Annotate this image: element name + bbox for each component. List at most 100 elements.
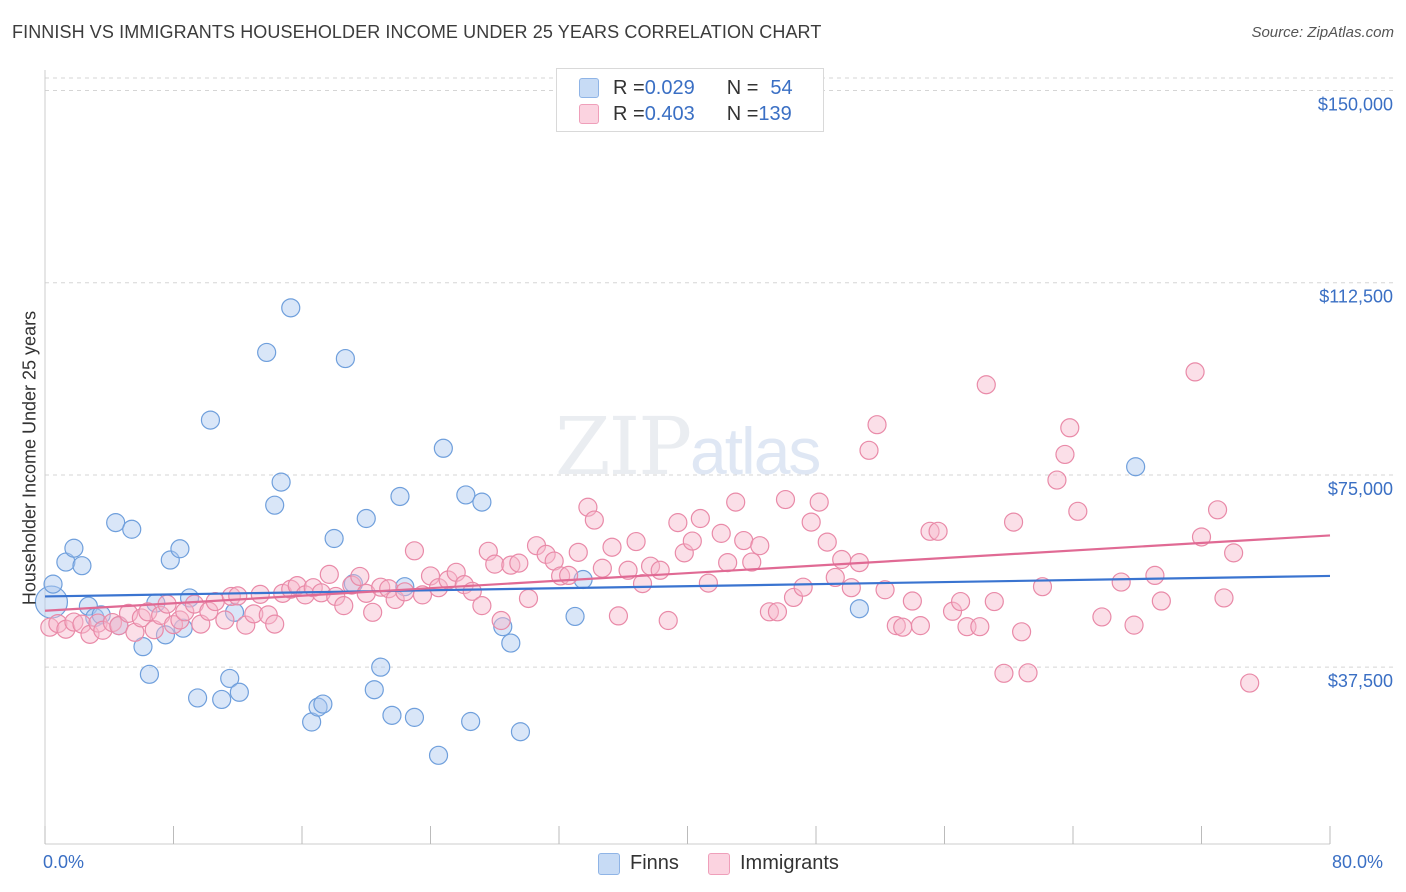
point-immigrants	[970, 617, 990, 637]
series-legend: Finns Immigrants	[0, 852, 1406, 878]
point-immigrants	[783, 587, 804, 608]
point-finns	[493, 617, 513, 637]
point-immigrants	[602, 537, 622, 557]
point-immigrants	[536, 544, 556, 564]
y-tick-label: $150,000	[1318, 95, 1393, 115]
point-finns	[501, 633, 521, 653]
source-label: Source: ZipAtlas.com	[1251, 24, 1394, 41]
x-tick-label-max: 80.0%	[1332, 852, 1384, 872]
point-immigrants	[682, 531, 702, 551]
point-finns	[212, 689, 232, 710]
point-immigrants	[334, 596, 354, 616]
trend-line-immigrants	[44, 534, 1331, 612]
axes	[44, 70, 1330, 845]
y-axis-title: Householder Income Under 25 years	[19, 310, 40, 606]
watermark-zip: ZIP	[555, 400, 692, 493]
point-immigrants	[379, 579, 399, 599]
point-immigrants	[125, 622, 145, 642]
point-finns	[200, 410, 221, 430]
point-immigrants	[618, 560, 638, 580]
point-finns	[281, 298, 301, 318]
point-immigrants	[1214, 588, 1234, 608]
y-tick-label: $75,000	[1328, 479, 1393, 499]
legend-n-label: N =	[726, 76, 759, 99]
point-finns	[456, 485, 476, 505]
point-immigrants	[711, 523, 731, 543]
point-finns	[257, 342, 277, 363]
point-finns	[324, 528, 344, 549]
point-finns	[187, 688, 208, 708]
point-immigrants	[750, 536, 770, 556]
point-finns	[356, 508, 376, 529]
legend-row-finns: R = 0.029 N = 54	[579, 76, 793, 100]
watermark: ZIPatlas	[555, 400, 821, 493]
point-immigrants	[626, 531, 646, 552]
point-immigrants	[1145, 565, 1165, 586]
point-finns	[122, 519, 142, 539]
point-finns	[265, 495, 285, 515]
point-immigrants	[501, 555, 521, 575]
legend-swatch-immigrants	[708, 852, 730, 875]
point-finns	[461, 711, 481, 732]
point-finns	[404, 707, 425, 727]
x-ticks	[44, 826, 1331, 844]
point-immigrants	[199, 601, 219, 621]
point-immigrants	[759, 602, 780, 622]
legend-n-value: 54	[770, 76, 793, 99]
point-finns	[390, 486, 410, 507]
point-immigrants	[228, 586, 248, 606]
point-immigrants	[138, 602, 158, 622]
point-finns	[433, 438, 453, 458]
legend-swatch-immigrants	[579, 104, 599, 124]
point-immigrants	[568, 542, 588, 562]
legend-r-label: R =	[613, 76, 645, 99]
legend-item-immigrants[interactable]: Immigrants	[708, 852, 839, 875]
point-immigrants	[1068, 501, 1088, 521]
point-finns	[43, 574, 63, 594]
point-finns	[849, 599, 869, 619]
point-immigrants	[1032, 577, 1053, 597]
point-immigrants	[491, 610, 511, 631]
point-immigrants	[718, 552, 738, 573]
point-immigrants	[698, 573, 718, 593]
point-immigrants	[767, 602, 788, 622]
point-immigrants	[902, 591, 922, 611]
y-tick-label: $112,500	[1319, 287, 1393, 307]
point-immigrants	[801, 512, 821, 532]
point-immigrants	[942, 601, 963, 621]
point-immigrants	[920, 521, 940, 541]
point-finns	[382, 705, 402, 725]
point-immigrants	[867, 415, 887, 435]
point-finns	[335, 348, 355, 369]
point-immigrants	[1151, 591, 1171, 611]
legend-n-value: 139	[758, 102, 792, 125]
legend-r-label: R =	[613, 102, 645, 125]
point-finns	[565, 606, 585, 627]
point-immigrants	[658, 610, 678, 631]
point-finns	[224, 602, 245, 622]
point-finns	[155, 625, 176, 645]
trend-line-finns	[44, 574, 1331, 598]
point-finns	[371, 657, 391, 677]
legend-swatch-finns	[598, 852, 620, 875]
point-immigrants	[1207, 500, 1228, 520]
point-immigrants	[64, 612, 84, 632]
legend-label-immigrants: Immigrants	[740, 852, 839, 874]
point-finns	[170, 539, 190, 559]
chart-title: FINNISH VS IMMIGRANTS HOUSEHOLDER INCOME…	[12, 22, 822, 42]
point-finns	[220, 668, 240, 689]
point-immigrants	[793, 577, 813, 597]
point-immigrants	[72, 614, 92, 634]
point-finns	[64, 538, 84, 558]
point-finns	[271, 472, 291, 492]
point-immigrants	[841, 578, 861, 598]
point-immigrants	[632, 574, 653, 594]
data-points	[34, 298, 1260, 765]
point-finns	[472, 492, 492, 512]
correlation-legend: R = 0.029 N = 54 R = 0.403 N = 139	[556, 68, 824, 132]
point-immigrants	[363, 602, 383, 622]
legend-item-finns[interactable]: Finns	[598, 852, 679, 875]
point-finns	[139, 664, 160, 684]
legend-r-value: 0.029	[644, 76, 695, 99]
